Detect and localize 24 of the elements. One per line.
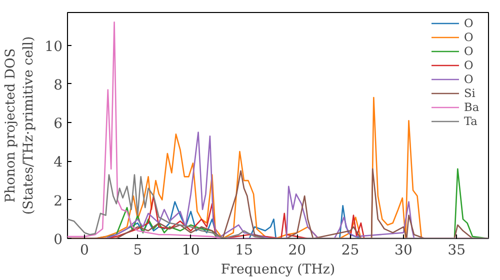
x-tick-label: 30 (394, 242, 412, 258)
y-tick-label: 4 (54, 154, 63, 171)
x-tick-label: 20 (288, 242, 306, 258)
y-tick-label: 8 (54, 77, 63, 94)
legend-label: Ba (464, 100, 480, 114)
legend-label: Si (464, 86, 476, 100)
legend-label: O (464, 16, 474, 30)
y-tick-label: 2 (54, 193, 63, 210)
x-tick-label: 25 (341, 242, 360, 258)
y-tick-label: 10 (44, 38, 63, 55)
x-axis-title: Frequency (THz) (220, 262, 336, 278)
legend-label: O (464, 58, 474, 72)
legend-label: Ta (464, 114, 478, 128)
y-tick-label: 0 (54, 232, 63, 248)
x-tick-label: 5 (133, 242, 142, 258)
x-tick-label: 15 (235, 242, 253, 258)
y-axis-title: Phonon projected DOS (States/THz·primitive cell) (4, 36, 37, 215)
x-tick-label: 10 (182, 242, 200, 258)
legend-label: O (464, 44, 474, 58)
legend-label: O (464, 30, 474, 44)
x-tick-label: 0 (80, 242, 89, 258)
y-tick-label: 6 (54, 116, 63, 132)
x-tick-label: 35 (448, 242, 466, 258)
legend-label: O (464, 72, 474, 86)
